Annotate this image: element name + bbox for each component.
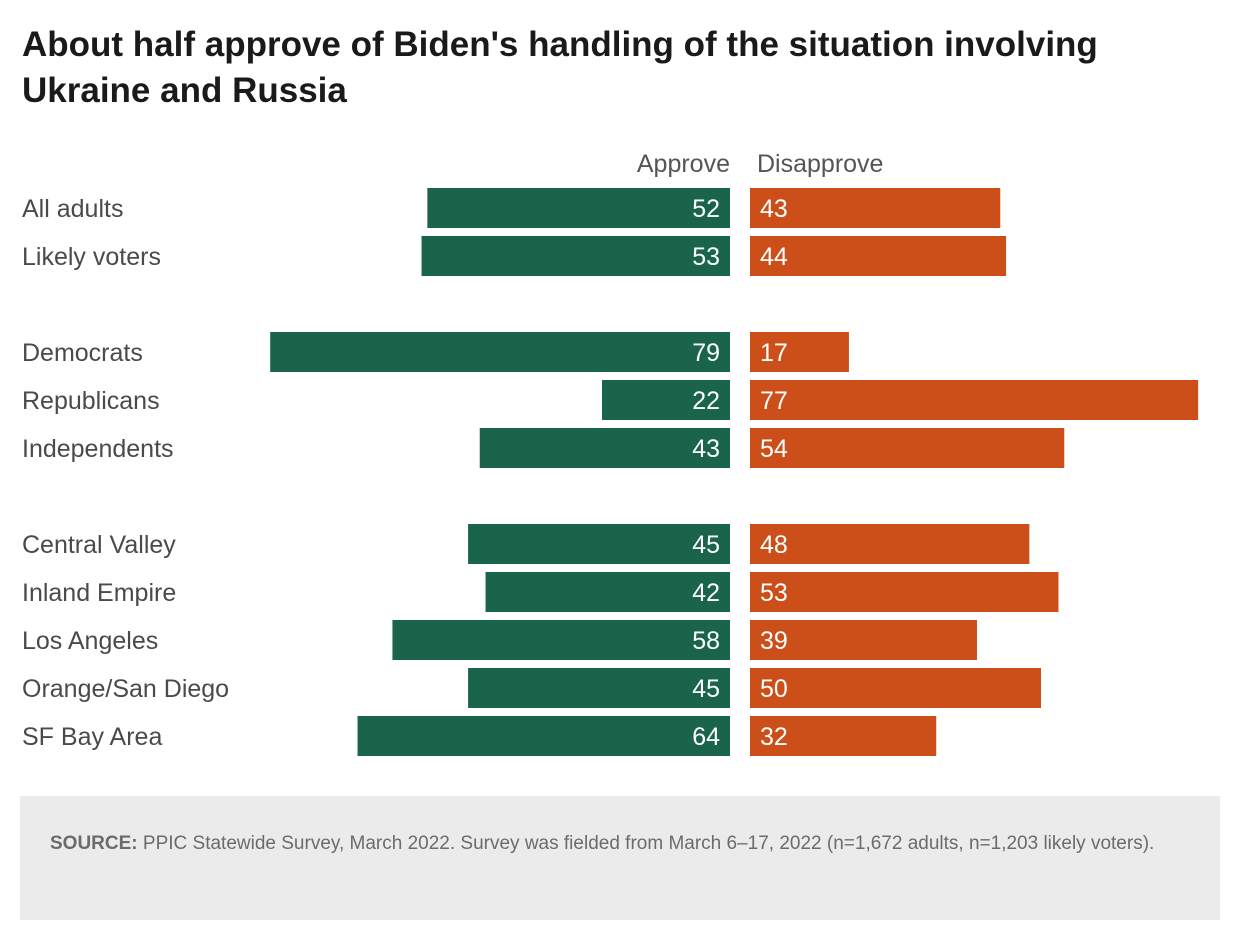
- approve-bar: [479, 428, 730, 468]
- approve-value-label: 42: [692, 579, 720, 607]
- chart-title: About half approve of Biden's handling o…: [22, 25, 1098, 110]
- category-label: Democrats: [22, 339, 143, 367]
- table-row: Independents 43 54: [22, 428, 1065, 468]
- table-row: Orange/San Diego 45 50: [22, 668, 1041, 708]
- disapprove-value-label: 54: [760, 435, 788, 463]
- disapprove-value-label: 53: [760, 579, 788, 607]
- approve-value-label: 58: [692, 627, 720, 655]
- disapprove-header: Disapprove: [757, 150, 883, 178]
- table-row: Central Valley 45 48: [22, 524, 1030, 564]
- diverging-bar-chart: Approve Disapprove All adults 52 43 Likely v…: [22, 150, 1199, 756]
- category-label: Los Angeles: [22, 627, 158, 655]
- table-row: Republicans 22 77: [22, 380, 1199, 420]
- approve-bar: [601, 380, 730, 420]
- category-label: Independents: [22, 435, 174, 463]
- disapprove-value-label: 32: [760, 723, 788, 751]
- source-note: SOURCE: PPIC Statewide Survey, March 202…: [20, 796, 1220, 920]
- disapprove-bar: [750, 524, 1030, 564]
- table-row: Los Angeles 58 39: [22, 620, 977, 660]
- approve-value-label: 53: [692, 243, 720, 271]
- category-label: Republicans: [22, 387, 160, 415]
- disapprove-value-label: 43: [760, 195, 788, 223]
- approve-header: Approve: [637, 150, 730, 178]
- disapprove-value-label: 44: [760, 243, 788, 271]
- category-label: Central Valley: [22, 531, 176, 559]
- category-label: All adults: [22, 195, 123, 223]
- category-label: SF Bay Area: [22, 723, 162, 751]
- category-label: Inland Empire: [22, 579, 176, 607]
- approve-bar: [357, 716, 730, 756]
- category-label: Orange/San Diego: [22, 675, 229, 703]
- approve-value-label: 79: [692, 339, 720, 367]
- source-text: PPIC Statewide Survey, March 2022. Surve…: [137, 833, 1155, 854]
- approve-value-label: 43: [692, 435, 720, 463]
- approve-value-label: 22: [692, 387, 720, 415]
- category-label: Likely voters: [22, 243, 161, 271]
- source-label: SOURCE:: [50, 833, 138, 854]
- approve-bar: [392, 620, 730, 660]
- disapprove-bar: [750, 380, 1199, 420]
- table-row: Democrats 79 17: [22, 332, 849, 372]
- disapprove-bar: [750, 236, 1007, 276]
- approve-value-label: 45: [692, 531, 720, 559]
- approve-bar: [270, 332, 730, 372]
- approve-value-label: 64: [692, 723, 720, 751]
- disapprove-bar: [750, 188, 1001, 228]
- approve-bar: [427, 188, 730, 228]
- table-row: Inland Empire 42 53: [22, 572, 1059, 612]
- disapprove-value-label: 50: [760, 675, 788, 703]
- disapprove-bar: [750, 572, 1059, 612]
- table-row: Likely voters 53 44: [22, 236, 1007, 276]
- chart-rows: All adults 52 43 Likely voters 53 44 Democrats…: [22, 188, 1199, 756]
- disapprove-bar: [750, 668, 1041, 708]
- disapprove-value-label: 48: [760, 531, 788, 559]
- approve-bar: [468, 668, 730, 708]
- disapprove-bar: [750, 428, 1065, 468]
- disapprove-bar: [750, 716, 937, 756]
- approve-bar: [485, 572, 730, 612]
- disapprove-value-label: 17: [760, 339, 788, 367]
- approve-bar: [468, 524, 730, 564]
- disapprove-value-label: 77: [760, 387, 788, 415]
- disapprove-value-label: 39: [760, 627, 788, 655]
- table-row: All adults 52 43: [22, 188, 1001, 228]
- approve-value-label: 52: [692, 195, 720, 223]
- column-headers: Approve Disapprove: [637, 150, 884, 178]
- disapprove-bar: [750, 332, 849, 372]
- approve-bar: [421, 236, 730, 276]
- table-row: SF Bay Area 64 32: [22, 716, 937, 756]
- disapprove-bar: [750, 620, 977, 660]
- approve-value-label: 45: [692, 675, 720, 703]
